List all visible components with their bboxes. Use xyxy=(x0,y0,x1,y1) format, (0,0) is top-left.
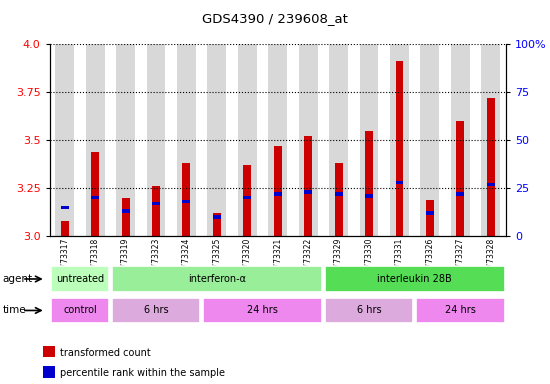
Bar xyxy=(60,221,69,236)
Bar xyxy=(152,202,160,205)
Bar xyxy=(426,211,434,215)
Bar xyxy=(177,44,196,236)
Bar xyxy=(426,200,434,236)
Bar xyxy=(213,213,221,236)
Bar xyxy=(122,210,130,213)
Bar xyxy=(395,61,404,236)
Bar xyxy=(213,215,221,219)
Bar xyxy=(112,298,200,323)
Bar xyxy=(456,192,464,195)
Text: agent: agent xyxy=(3,274,33,284)
Text: control: control xyxy=(63,305,97,316)
Text: percentile rank within the sample: percentile rank within the sample xyxy=(60,368,226,378)
Bar xyxy=(334,192,343,195)
Bar xyxy=(243,196,251,199)
Bar xyxy=(207,44,226,236)
Bar xyxy=(91,196,99,199)
Bar xyxy=(487,98,495,236)
Text: interferon-α: interferon-α xyxy=(188,274,246,284)
Text: 6 hrs: 6 hrs xyxy=(357,305,381,316)
Bar xyxy=(183,200,190,204)
Bar xyxy=(203,298,322,323)
Bar xyxy=(268,44,287,236)
Bar xyxy=(304,136,312,236)
Bar xyxy=(60,206,69,209)
Text: untreated: untreated xyxy=(56,274,104,284)
Text: time: time xyxy=(3,305,26,316)
Bar xyxy=(116,44,135,236)
Bar xyxy=(451,44,470,236)
Bar xyxy=(56,44,74,236)
Bar xyxy=(51,298,109,323)
Bar xyxy=(421,44,439,236)
Bar xyxy=(416,298,505,323)
Bar xyxy=(243,165,251,236)
Bar xyxy=(183,163,190,236)
Bar xyxy=(112,266,322,292)
Bar xyxy=(456,121,464,236)
Bar xyxy=(487,183,495,186)
Bar xyxy=(43,346,56,357)
Text: transformed count: transformed count xyxy=(60,348,151,358)
Bar xyxy=(360,44,378,236)
Bar xyxy=(122,198,130,236)
Bar xyxy=(390,44,409,236)
Bar xyxy=(365,131,373,236)
Text: 24 hrs: 24 hrs xyxy=(247,305,278,316)
Bar xyxy=(43,366,56,378)
Bar xyxy=(324,298,414,323)
Bar xyxy=(274,192,282,195)
Bar xyxy=(299,44,317,236)
Text: 6 hrs: 6 hrs xyxy=(144,305,168,316)
Bar xyxy=(395,180,404,184)
Bar xyxy=(329,44,348,236)
Bar xyxy=(365,194,373,197)
Bar xyxy=(324,266,505,292)
Bar xyxy=(481,44,500,236)
Bar xyxy=(147,44,166,236)
Bar xyxy=(238,44,257,236)
Bar xyxy=(86,44,104,236)
Bar xyxy=(304,190,312,194)
Bar xyxy=(51,266,109,292)
Bar xyxy=(91,152,99,236)
Bar xyxy=(274,146,282,236)
Text: interleukin 28B: interleukin 28B xyxy=(377,274,452,284)
Text: GDS4390 / 239608_at: GDS4390 / 239608_at xyxy=(202,12,348,25)
Bar xyxy=(334,163,343,236)
Bar xyxy=(152,186,160,236)
Text: 24 hrs: 24 hrs xyxy=(445,305,476,316)
